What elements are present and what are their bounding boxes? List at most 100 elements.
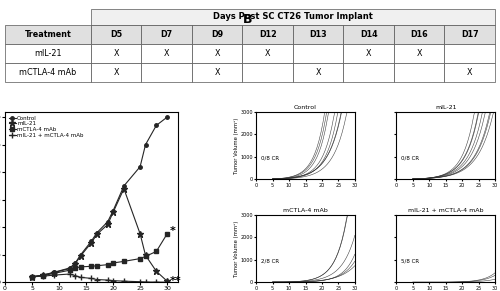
FancyBboxPatch shape xyxy=(242,44,293,63)
Text: B: B xyxy=(242,13,252,26)
Y-axis label: Tumor Volume (mm³): Tumor Volume (mm³) xyxy=(234,117,239,174)
Text: Treatment: Treatment xyxy=(24,30,72,39)
mIL-21 xyxy=(67,267,73,270)
Text: **: ** xyxy=(170,276,181,286)
Control xyxy=(50,271,56,274)
Title: mIL-21 + mCTLA-4 mAb: mIL-21 + mCTLA-4 mAb xyxy=(408,208,484,213)
Text: X: X xyxy=(265,49,270,58)
mIL-21 + mCTLA-4 mAb xyxy=(94,278,100,281)
Y-axis label: Tumor Volume (mm³): Tumor Volume (mm³) xyxy=(234,220,239,277)
Text: X: X xyxy=(416,49,422,58)
mIL-21 + mCTLA-4 mAb xyxy=(137,280,143,283)
mIL-21 xyxy=(40,273,46,277)
Control xyxy=(88,239,94,243)
mCTLA-4 mAb xyxy=(154,250,160,253)
Control xyxy=(142,143,148,146)
Control xyxy=(154,124,160,127)
Text: X: X xyxy=(214,68,220,77)
mIL-21 + mCTLA-4 mAb xyxy=(121,279,127,283)
Text: D5: D5 xyxy=(110,30,122,39)
FancyBboxPatch shape xyxy=(242,63,293,82)
mIL-21 xyxy=(78,254,84,258)
Control xyxy=(137,165,143,168)
FancyBboxPatch shape xyxy=(394,44,444,63)
FancyBboxPatch shape xyxy=(192,25,242,44)
Control xyxy=(121,184,127,188)
Control xyxy=(72,261,78,265)
Text: Days Post SC CT26 Tumor Implant: Days Post SC CT26 Tumor Implant xyxy=(213,12,373,21)
Title: mIL-21: mIL-21 xyxy=(435,105,456,110)
mCTLA-4 mAb xyxy=(29,275,35,278)
mIL-21 + mCTLA-4 mAb xyxy=(50,273,56,277)
mIL-21 + mCTLA-4 mAb xyxy=(72,274,78,277)
FancyBboxPatch shape xyxy=(91,25,142,44)
FancyBboxPatch shape xyxy=(142,25,192,44)
Text: X: X xyxy=(316,68,321,77)
mIL-21 xyxy=(104,223,110,226)
FancyBboxPatch shape xyxy=(444,25,495,44)
FancyBboxPatch shape xyxy=(394,63,444,82)
mIL-21 xyxy=(137,232,143,236)
FancyBboxPatch shape xyxy=(444,63,495,82)
Line: mCTLA-4 mAb: mCTLA-4 mAb xyxy=(30,232,169,278)
Text: D7: D7 xyxy=(160,30,172,39)
Title: Control: Control xyxy=(294,105,317,110)
mIL-21 xyxy=(50,271,56,274)
FancyBboxPatch shape xyxy=(91,44,142,63)
mIL-21 + mCTLA-4 mAb xyxy=(142,280,148,284)
Control xyxy=(164,116,170,119)
FancyBboxPatch shape xyxy=(142,44,192,63)
mIL-21 xyxy=(29,275,35,278)
Text: mIL-21: mIL-21 xyxy=(34,49,62,58)
Text: X: X xyxy=(114,49,119,58)
mIL-21 + mCTLA-4 mAb xyxy=(78,276,84,279)
FancyBboxPatch shape xyxy=(344,25,394,44)
Text: D16: D16 xyxy=(410,30,428,39)
Line: mIL-21: mIL-21 xyxy=(29,186,171,284)
Text: D14: D14 xyxy=(360,30,378,39)
Text: *: * xyxy=(170,226,175,236)
Text: X: X xyxy=(114,68,119,77)
mCTLA-4 mAb xyxy=(50,272,56,275)
mIL-21 + mCTLA-4 mAb xyxy=(104,278,110,282)
mCTLA-4 mAb xyxy=(164,232,170,236)
Control xyxy=(110,209,116,212)
FancyBboxPatch shape xyxy=(394,25,444,44)
mCTLA-4 mAb xyxy=(78,265,84,269)
FancyBboxPatch shape xyxy=(192,63,242,82)
FancyBboxPatch shape xyxy=(242,25,293,44)
Text: 0/8 CR: 0/8 CR xyxy=(401,155,419,160)
mIL-21 xyxy=(121,187,127,190)
mIL-21 + mCTLA-4 mAb xyxy=(40,274,46,278)
mIL-21 xyxy=(164,279,170,283)
FancyBboxPatch shape xyxy=(91,63,142,82)
FancyBboxPatch shape xyxy=(344,63,394,82)
FancyBboxPatch shape xyxy=(344,44,394,63)
mIL-21 xyxy=(72,262,78,265)
FancyBboxPatch shape xyxy=(293,63,344,82)
Legend: Control, mIL-21, mCTLA-4 mAb, mIL-21 + mCTLA-4 mAb: Control, mIL-21, mCTLA-4 mAb, mIL-21 + m… xyxy=(8,114,85,139)
Text: D12: D12 xyxy=(259,30,276,39)
FancyBboxPatch shape xyxy=(5,63,91,82)
mCTLA-4 mAb xyxy=(94,264,100,267)
Text: X: X xyxy=(467,68,472,77)
mCTLA-4 mAb xyxy=(72,266,78,270)
Text: X: X xyxy=(214,49,220,58)
mCTLA-4 mAb xyxy=(104,263,110,266)
FancyBboxPatch shape xyxy=(293,44,344,63)
Title: mCTLA-4 mAb: mCTLA-4 mAb xyxy=(283,208,328,213)
mIL-21 + mCTLA-4 mAb xyxy=(110,279,116,282)
Control xyxy=(104,220,110,223)
Text: X: X xyxy=(366,49,372,58)
Text: X: X xyxy=(164,49,170,58)
mIL-21 + mCTLA-4 mAb xyxy=(88,277,94,280)
mCTLA-4 mAb xyxy=(137,257,143,260)
mIL-21 xyxy=(94,233,100,236)
FancyBboxPatch shape xyxy=(192,44,242,63)
mCTLA-4 mAb xyxy=(40,274,46,277)
mCTLA-4 mAb xyxy=(88,265,94,268)
Text: mCTLA-4 mAb: mCTLA-4 mAb xyxy=(20,68,76,77)
FancyBboxPatch shape xyxy=(444,44,495,63)
mIL-21 + mCTLA-4 mAb xyxy=(29,275,35,278)
mIL-21 xyxy=(142,253,148,257)
